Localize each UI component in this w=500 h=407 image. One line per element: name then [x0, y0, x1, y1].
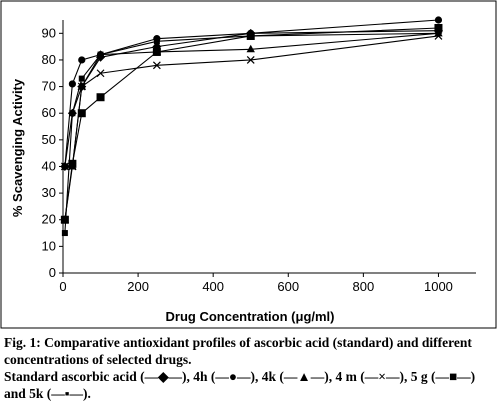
figure-caption: Fig. 1: Comparative antioxidant profiles… [4, 334, 498, 402]
data-point-4-m [246, 56, 255, 64]
caption-legend: Standard ascorbic acid (—◆—), 4h (—●—), … [4, 369, 476, 401]
data-point-5k [61, 230, 68, 237]
data-point-5k [435, 30, 442, 37]
x-tick-label: 400 [202, 279, 224, 294]
data-point-5-g [152, 47, 161, 56]
y-tick-label: 50 [42, 132, 56, 147]
data-point-4h [78, 56, 86, 64]
chart: % Scavenging Activity Drug Concentration… [0, 0, 497, 329]
y-tick-label: 70 [42, 79, 56, 94]
data-point-4h [434, 16, 443, 24]
y-tick-label: 40 [42, 158, 56, 173]
figure-number: Fig. 1: [4, 335, 41, 350]
x-tick-label: 1000 [424, 279, 453, 294]
data-point-5-g [77, 109, 86, 118]
data-point-5-g [60, 215, 69, 224]
data-point-4-m [152, 61, 161, 70]
x-tick-label: 200 [127, 279, 149, 294]
y-tick-label: 0 [49, 265, 56, 280]
data-point-5k [78, 75, 85, 82]
y-tick-label: 20 [42, 212, 56, 227]
y-tick-label: 30 [42, 185, 56, 200]
y-tick-label: 90 [42, 25, 56, 40]
x-tick-label: 0 [59, 279, 66, 294]
data-point-4-m [96, 69, 105, 78]
data-point-5-g [96, 93, 105, 102]
data-point-5-g [434, 23, 443, 32]
y-axis-title: % Scavenging Activity [10, 78, 25, 217]
x-axis-title: Drug Concentration (μg/ml) [166, 309, 335, 324]
data-point-4h [68, 80, 76, 88]
caption-title: Fig. 1: Comparative antioxidant profiles… [4, 334, 498, 368]
data-point-5k [97, 51, 104, 58]
y-tick-label: 10 [42, 238, 56, 253]
figure-description: Comparative antioxidant profiles of asco… [4, 335, 472, 367]
line-chart: % Scavenging Activity Drug Concentration… [0, 0, 497, 329]
data-point-5k [247, 32, 254, 39]
data-point-4k [246, 44, 255, 53]
data-point-4-m [60, 162, 69, 171]
y-tick-label: 60 [42, 105, 56, 120]
data-point-5-g [68, 159, 77, 168]
data-point-5k [69, 110, 76, 117]
y-tick-label: 80 [42, 52, 56, 67]
data-point-5k [153, 38, 160, 45]
x-tick-label: 600 [277, 279, 299, 294]
x-tick-label: 800 [353, 279, 375, 294]
